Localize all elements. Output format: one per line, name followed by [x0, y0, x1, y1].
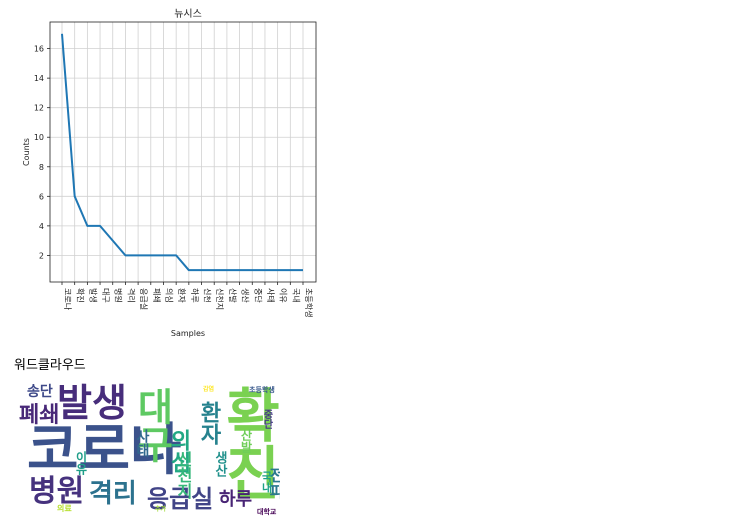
x-tick-label: 국내: [291, 288, 300, 303]
wordcloud-word: 의심: [166, 429, 191, 473]
x-tick-label: 응급실: [139, 288, 149, 310]
x-tick-label: 산발: [228, 288, 238, 303]
y-tick-label: 2: [39, 251, 44, 260]
y-tick-label: 16: [34, 45, 44, 54]
wordcloud-word: 코로나: [27, 418, 182, 483]
wordcloud-word: 폐쇄: [19, 403, 60, 428]
y-tick-label: 8: [39, 163, 44, 172]
wordcloud-heading: 워드클라우드: [14, 358, 86, 373]
wordcloud-word: 초등학생: [249, 386, 275, 394]
wordcloud-word: 환자: [196, 401, 221, 445]
chart-ticks: 2 4 6 8 10 12 14 16 코로나 확진 발생 대구 병원 격리 응급실 폐쇄 의심 환자 하루 신천 신천…: [34, 45, 314, 318]
x-tick-label: 중단: [253, 288, 263, 303]
x-tick-label: 코로나: [63, 288, 72, 311]
x-tick-label: 하루: [190, 288, 200, 303]
x-tick-label: 신천: [203, 288, 213, 303]
wordcloud-word: 생산: [212, 451, 227, 477]
frequency-line-chart: 뉴시스 Counts Samples 2 4 6 8 10 12 14 16 코로나 확진 발생 대구…: [22, 8, 317, 338]
wordcloud-word: 의료: [57, 504, 72, 513]
x-tick-label: 폐쇄: [152, 288, 162, 303]
chart-grid: [50, 22, 316, 282]
x-tick-label: 생산: [241, 288, 251, 303]
wordcloud-word: 전파: [266, 467, 280, 499]
x-tick-label: 병원: [114, 288, 123, 303]
y-axis-label: Counts: [22, 138, 31, 166]
wordcloud-word: 산발: [239, 429, 253, 453]
y-tick-label: 6: [39, 192, 44, 201]
x-tick-label: 격리: [126, 288, 136, 303]
y-tick-label: 4: [39, 222, 44, 231]
x-tick-label: 확진: [76, 288, 86, 303]
chart-title: 뉴시스: [174, 8, 202, 20]
chart-series: [61, 33, 304, 272]
wordcloud-word: 확진: [214, 385, 280, 501]
x-axis-label: Samples: [171, 329, 205, 338]
x-tick-label: 사태: [266, 288, 275, 303]
wordcloud-word: 응급실: [147, 485, 214, 513]
wordcloud-word: 하루: [219, 489, 253, 510]
x-tick-label: 발생: [88, 288, 98, 303]
wordcloud-word: 병원: [29, 474, 85, 509]
x-tick-label: 대구: [101, 288, 110, 303]
y-tick-label: 10: [34, 133, 44, 142]
wordcloud-word: 송단: [27, 384, 53, 400]
wordcloud-word: 이유: [74, 451, 88, 475]
y-tick-label: 14: [34, 74, 44, 83]
wordcloud-word: 추가: [155, 506, 167, 513]
x-tick-label: 환자: [177, 288, 187, 303]
wordcloud-word: 사태: [134, 429, 150, 457]
x-tick-label: 초등학생: [304, 288, 314, 317]
x-tick-label: 이유: [279, 288, 289, 303]
wordcloud-word: 대구: [130, 387, 174, 463]
wordcloud-word: 발생: [57, 381, 127, 425]
wordcloud-word: 국내: [260, 471, 273, 493]
series-line: [61, 33, 303, 272]
x-tick-label: 의심: [164, 288, 174, 303]
wordcloud-word: 대학교: [257, 508, 277, 516]
y-tick-label: 12: [34, 104, 44, 113]
wordcloud-word: 중단: [261, 409, 272, 429]
wordcloud-word: 감염: [203, 386, 215, 393]
x-tick-label: 신천지: [215, 288, 225, 310]
wordcloud-word: 격리: [89, 479, 137, 509]
wordcloud-word: 신천지: [174, 451, 193, 499]
plot-frame: [49, 21, 317, 283]
